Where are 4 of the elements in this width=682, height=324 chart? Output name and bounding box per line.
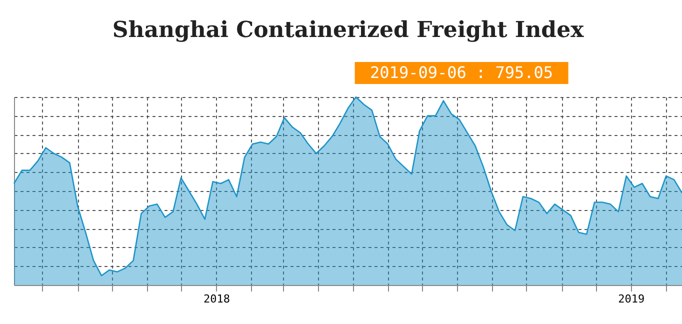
x-tick-label: 2018 [203, 292, 230, 306]
text: 2019-09-06 : 795.05 [370, 63, 554, 82]
chart-title: Shanghai Containerized Freight Index [112, 17, 585, 43]
x-tick-label: 2019 [618, 292, 645, 306]
